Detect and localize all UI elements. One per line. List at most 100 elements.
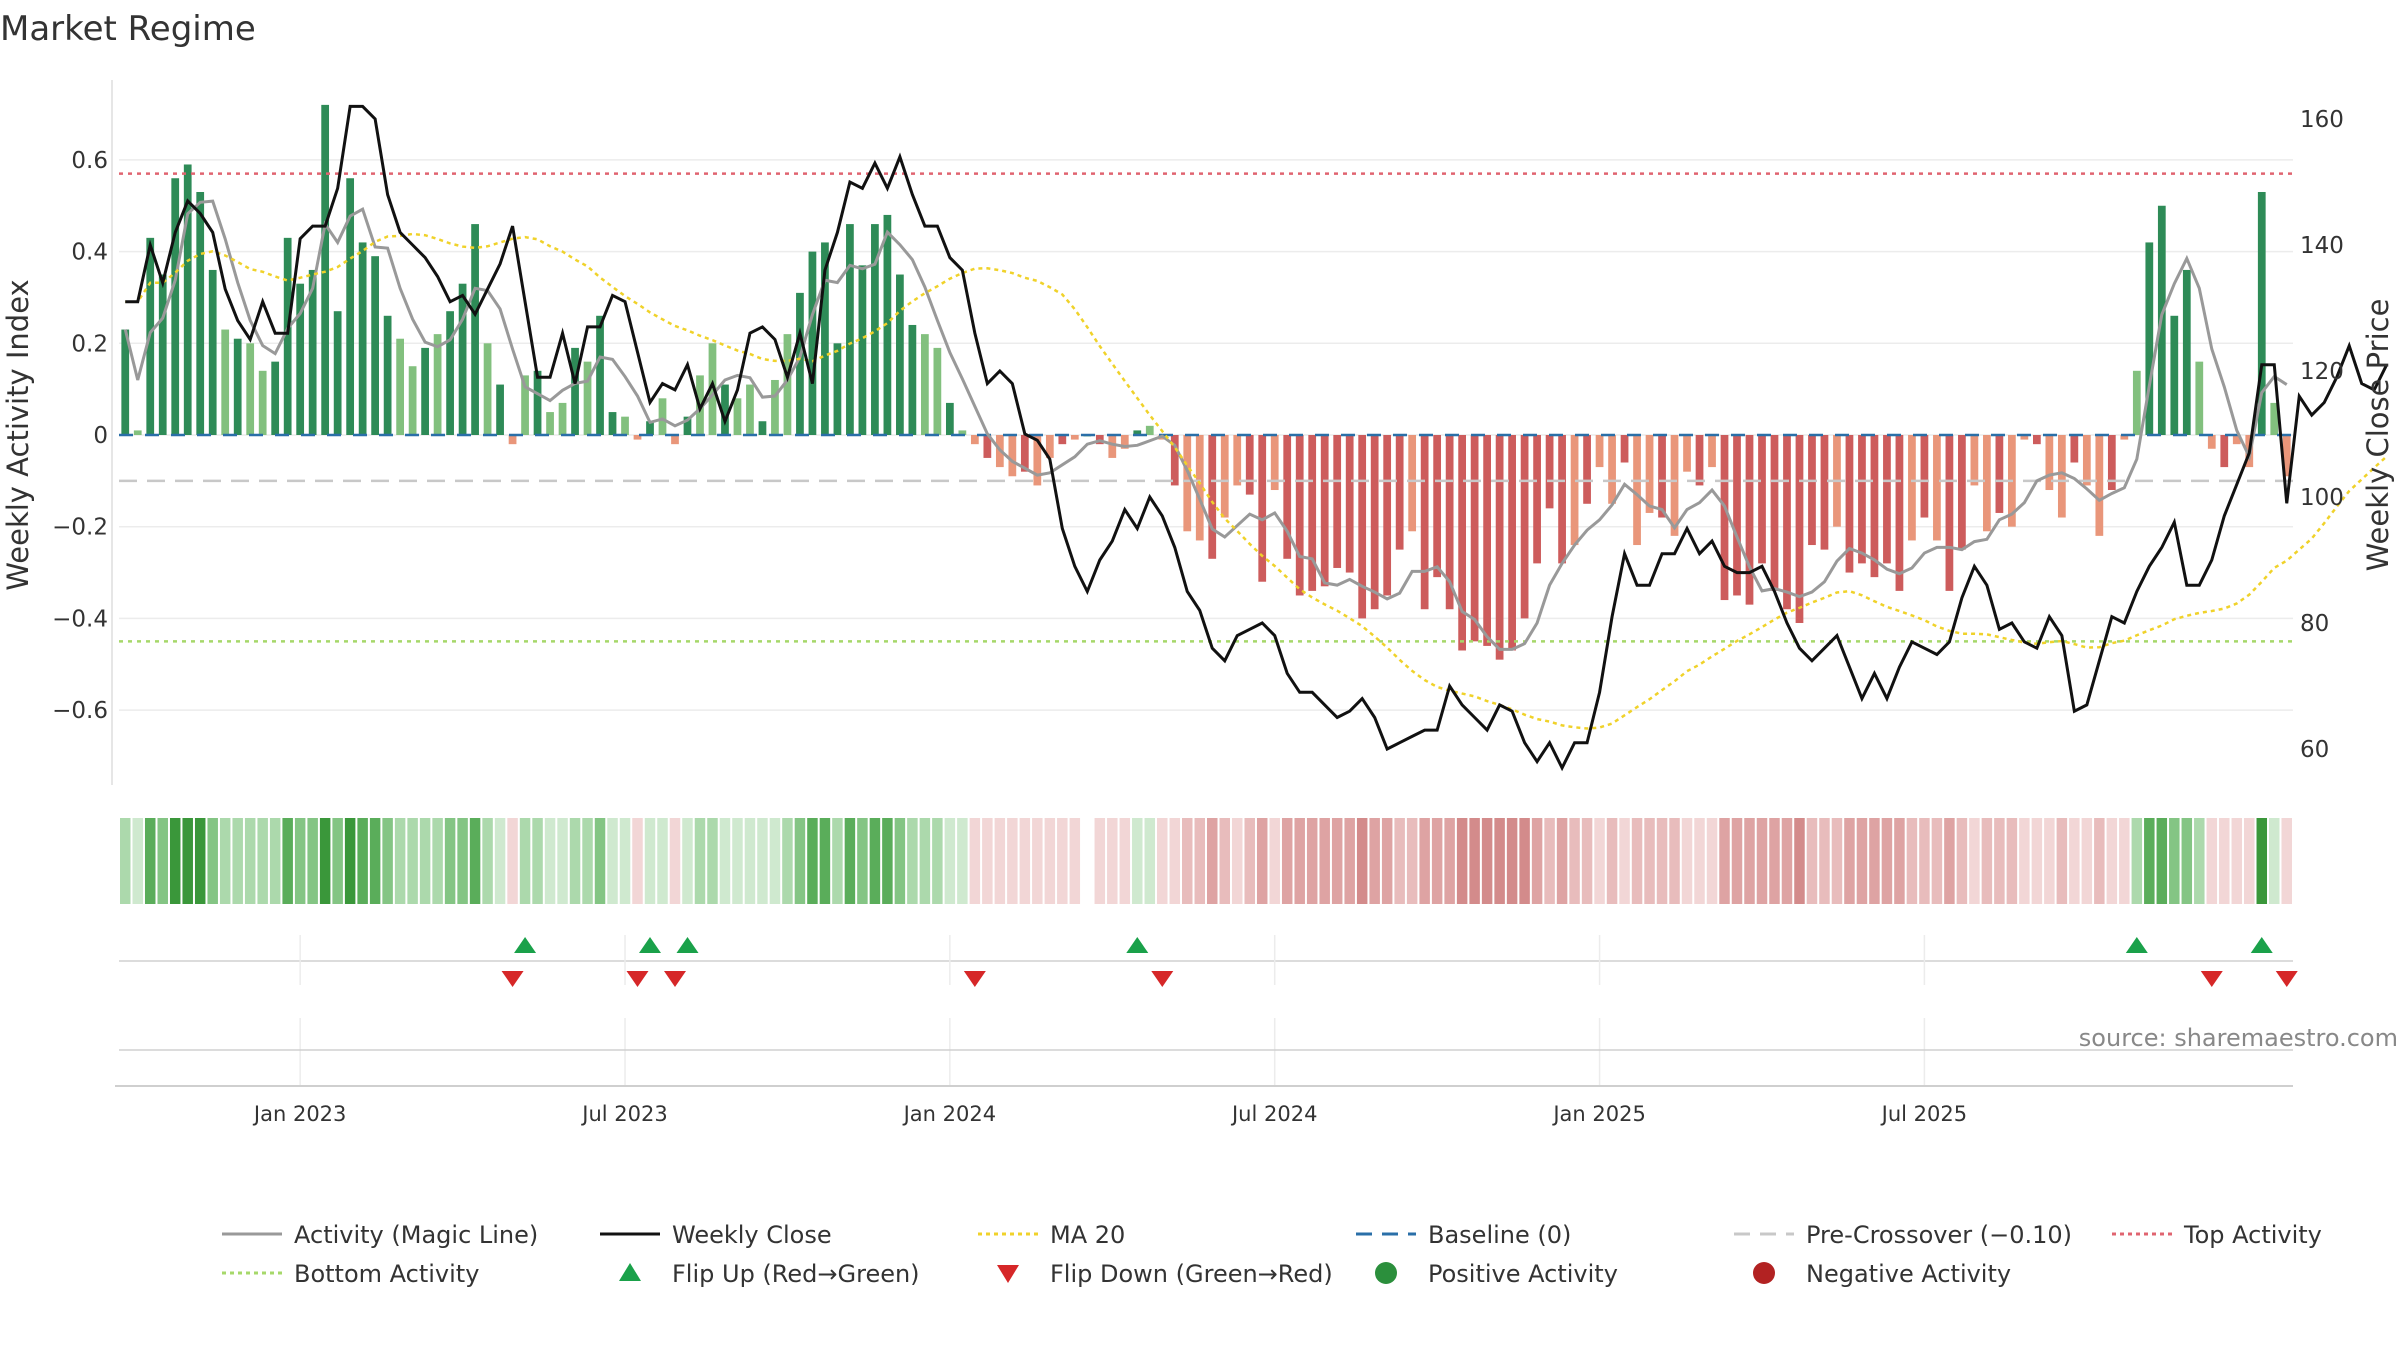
activity-bar	[708, 343, 717, 435]
activity-bar	[1645, 435, 1654, 513]
regime-cell	[957, 818, 968, 904]
regime-cell	[2006, 818, 2018, 904]
regime-cell	[1032, 818, 1043, 904]
activity-bar	[121, 329, 130, 435]
regime-cell	[2194, 818, 2205, 904]
regime-cell	[1844, 818, 1855, 904]
regime-cell	[2256, 818, 2268, 904]
flip-up-marker	[639, 937, 662, 953]
activity-bar	[196, 191, 205, 435]
regime-cell	[869, 818, 881, 904]
regime-cell	[944, 818, 956, 904]
regime-cell	[419, 818, 431, 904]
regime-cell	[182, 818, 193, 904]
activity-bar	[771, 379, 779, 435]
regime-cell	[444, 818, 456, 904]
activity-bar	[171, 178, 180, 436]
activity-bar	[1433, 435, 1442, 578]
regime-cell	[882, 818, 893, 904]
regime-cell	[2231, 818, 2243, 904]
regime-cell	[1369, 818, 1380, 904]
activity-bar	[521, 375, 529, 435]
activity-bar	[2232, 435, 2241, 445]
regime-cell	[244, 818, 256, 904]
weekly-close-line	[125, 104, 2389, 772]
activity-bar	[1958, 435, 1966, 550]
activity-bar	[2132, 370, 2141, 435]
regime-cell	[1594, 818, 1605, 904]
activity-bar	[883, 214, 892, 435]
activity-bar	[533, 370, 542, 435]
flip-up-marker	[1126, 937, 1149, 953]
regime-cell	[307, 818, 318, 904]
regime-cell	[1007, 818, 1018, 904]
regime-cell	[794, 818, 806, 904]
regime-cell	[607, 818, 618, 904]
flip-up-marker	[514, 937, 537, 953]
activity-bar	[1495, 435, 1504, 660]
regime-cell	[1794, 818, 1805, 904]
regime-cell	[507, 818, 518, 904]
regime-cell	[1207, 818, 1218, 904]
x-tick-label: Jan 2025	[1551, 1102, 1646, 1126]
left-tick-label: −0.2	[52, 515, 108, 541]
activity-bar	[1033, 435, 1042, 486]
activity-bar	[1408, 435, 1417, 532]
grid-lines	[111, 80, 2293, 785]
legend-item: Positive Activity	[1375, 1260, 1618, 1288]
reference-lines	[119, 172, 2293, 643]
right-tick-label: 140	[2300, 233, 2344, 259]
legend-item: Baseline (0)	[1356, 1221, 1571, 1249]
activity-bar	[496, 384, 504, 435]
regime-cell	[407, 818, 418, 904]
dot-green-icon	[1375, 1262, 1397, 1284]
regime-cell	[1107, 818, 1118, 904]
activity-bar	[1370, 435, 1379, 610]
activity-bar	[246, 343, 255, 435]
regime-cell	[1706, 818, 1718, 904]
regime-cell	[1781, 818, 1793, 904]
regime-cell	[2044, 818, 2055, 904]
regime-cell	[120, 818, 131, 904]
regime-cell	[932, 818, 943, 904]
activity-bar	[1633, 435, 1641, 546]
regime-cell	[482, 818, 493, 904]
regime-cell	[1406, 818, 1418, 904]
regime-cell	[969, 818, 981, 904]
regime-cell	[1881, 818, 1893, 904]
right-tick-label: 120	[2300, 359, 2344, 385]
activity-bar	[733, 398, 742, 435]
legend-item: Pre-Crossover (−0.10)	[1734, 1221, 2072, 1249]
regime-cell	[2019, 818, 2030, 904]
activity-bar	[658, 398, 667, 435]
regime-cell	[694, 818, 706, 904]
regime-cell	[2269, 818, 2280, 904]
regime-cell	[1331, 818, 1343, 904]
activity-bar	[1920, 435, 1929, 518]
flip-up-marker	[2250, 937, 2273, 953]
activity-bar	[271, 361, 280, 435]
activity-bar	[583, 361, 592, 435]
triangle-down-icon	[997, 1265, 1019, 1283]
right-tick-label: 160	[2300, 107, 2344, 133]
regime-cell	[744, 818, 756, 904]
regime-cell	[1319, 818, 1330, 904]
legend-item: Weekly Close	[600, 1221, 832, 1249]
legend-label: Weekly Close	[672, 1221, 832, 1249]
activity-bar	[1220, 435, 1229, 518]
activity-bar	[2120, 435, 2129, 440]
activity-bar	[1308, 435, 1317, 591]
x-tick-label: Jan 2023	[252, 1102, 347, 1126]
activity-bar	[1283, 435, 1292, 559]
regime-cell	[1444, 818, 1455, 904]
activity-bar	[1295, 435, 1304, 596]
activity-bar	[833, 343, 842, 435]
regime-cell	[1057, 818, 1068, 904]
regime-cell	[1419, 818, 1430, 904]
activity-bar	[1545, 435, 1554, 509]
regime-cell	[1606, 818, 1618, 904]
ma20-line	[125, 232, 2388, 730]
activity-bar	[958, 430, 967, 435]
regime-cell	[169, 818, 181, 904]
regime-cell	[2169, 818, 2180, 904]
